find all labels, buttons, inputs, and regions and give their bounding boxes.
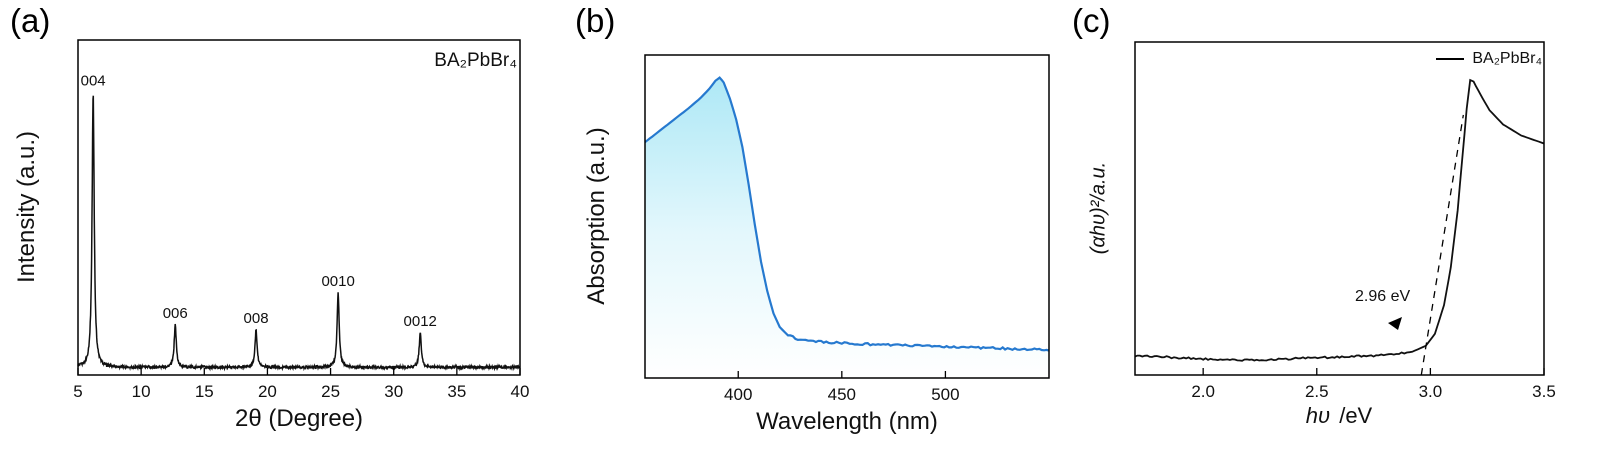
plot-frame <box>644 54 1050 379</box>
x-tick-label: 15 <box>195 382 214 401</box>
x-tick-label: 2.0 <box>1191 382 1215 401</box>
x-tick-label: 2.5 <box>1305 382 1329 401</box>
x-tick-label: 30 <box>384 382 403 401</box>
xrd-peak-label: 0012 <box>404 313 437 330</box>
panel-c-label: (c) <box>1072 2 1111 39</box>
panel-a-ylabel: Intensity (a.u.) <box>13 130 40 284</box>
x-tick-label: 35 <box>447 382 466 401</box>
panel-tauc: (c) 2.0 2.5 3.0 3.5 (αhυ)²/a.u. hυ /eV BA₂P… <box>1066 0 1600 455</box>
panel-xrd: (a) 004 006 008 0010 0012 5 10 15 20 25 30 35 40 Int… <box>0 0 533 455</box>
xrd-peak-label: 006 <box>163 305 188 322</box>
panel-c-xlabel-math: hυ <box>1305 403 1331 428</box>
x-tick-label: 400 <box>724 385 752 404</box>
tauc-curve <box>1134 78 1545 362</box>
xrd-peak-label: 0010 <box>321 273 354 290</box>
xrd-curve <box>77 95 521 372</box>
panel-a-xlabel: 2θ (Degree) <box>234 405 364 432</box>
panel-a-sample-label: BA₂PbBr₄ <box>434 50 517 71</box>
x-tick-label: 40 <box>511 382 530 401</box>
panel-a-label: (a) <box>10 2 51 39</box>
panel-c-xlabel: hυ /eV <box>1306 403 1372 429</box>
absorption-fill <box>645 77 1049 378</box>
panel-absorption: (b) 400 450 500 Absorption (a.u.) Waveleng… <box>533 0 1066 455</box>
x-tick-label: 25 <box>321 382 340 401</box>
xrd-peak-label: 008 <box>244 310 269 327</box>
legend-label: BA₂PbBr₄ <box>1472 50 1542 67</box>
plot-frame <box>1134 41 1545 376</box>
plot-frame <box>77 39 521 376</box>
x-tick-label: 10 <box>132 382 151 401</box>
x-tick-label: 500 <box>931 385 959 404</box>
x-tick-label: 450 <box>828 385 856 404</box>
bandgap-annotation: 2.96 eV <box>1355 288 1411 305</box>
legend: BA₂PbBr₄ <box>1436 50 1542 68</box>
bandgap-tangent-line <box>1420 114 1464 376</box>
absorption-plot: 400 450 500 <box>644 54 1050 404</box>
x-tick-label: 3.5 <box>1532 382 1556 401</box>
xrd-plot: 004 006 008 0010 0012 5 10 15 20 25 30 35 40 <box>73 39 530 401</box>
x-tick-label: 5 <box>73 382 82 401</box>
panel-c-xlabel-unit: /eV <box>1333 403 1373 428</box>
xrd-peak-label: 004 <box>81 73 106 90</box>
panel-b-xlabel: Wavelength (nm) <box>756 408 938 435</box>
x-tick-label: 3.0 <box>1419 382 1443 401</box>
panel-b-label: (b) <box>575 2 616 39</box>
bandgap-arrow-icon <box>1388 317 1402 330</box>
tauc-plot: 2.0 2.5 3.0 3.5 <box>1134 41 1556 401</box>
panel-b-ylabel: Absorption (a.u.) <box>583 127 610 305</box>
x-tick-label: 20 <box>258 382 277 401</box>
absorption-curve <box>644 76 1050 352</box>
legend-line-sample <box>1436 58 1465 60</box>
panel-c-ylabel: (αhυ)²/a.u. <box>1087 161 1110 255</box>
